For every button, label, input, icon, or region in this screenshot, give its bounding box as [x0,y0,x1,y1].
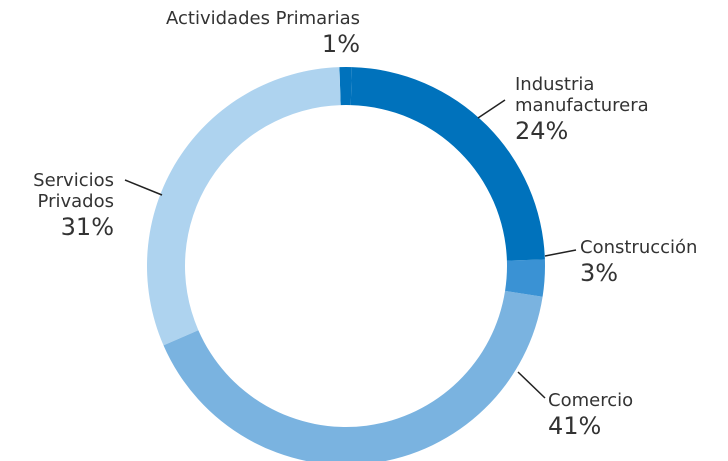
leader-line [477,99,506,119]
donut-segment [350,67,545,261]
donut-segment [147,67,341,346]
donut-segment [163,290,543,461]
label: Servicios Privados 31% [0,170,114,242]
label: Actividades Primarias 1% [160,8,360,59]
label-name: Construcción [580,237,698,258]
label-name: Actividades Primarias [166,8,360,29]
label-name: Industria manufacturera [515,74,649,116]
label-name: Comercio [548,390,634,411]
label-value: 31% [60,213,114,241]
label: Construcción 3% [580,237,728,288]
leader-line [544,249,577,257]
label-value: 41% [548,412,602,440]
label-value: 3% [580,259,619,287]
label: Industria manufacturera 24% [515,74,649,146]
donut-segment [505,259,545,297]
label-value: 24% [515,117,569,145]
label-value: 1% [321,30,360,58]
label-name: Servicios Privados [33,170,114,212]
label: Comercio 41% [548,390,678,441]
leader-line [124,179,163,196]
leader-line [517,371,546,399]
donut-segment [339,66,352,106]
